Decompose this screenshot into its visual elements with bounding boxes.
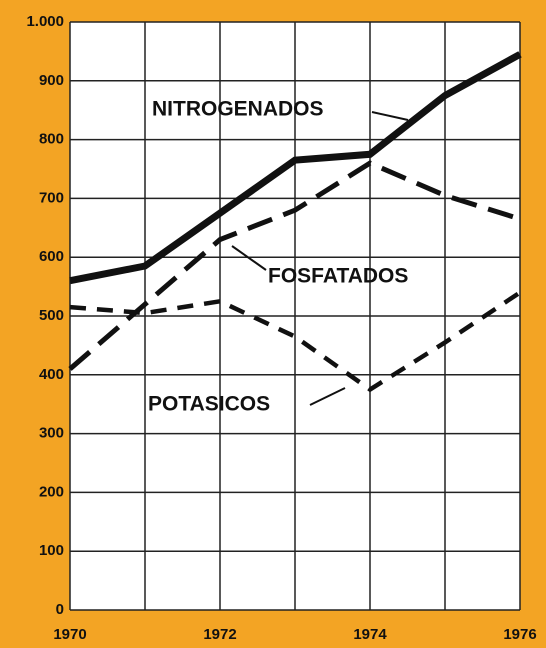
y-tick-label: 800: [39, 131, 64, 148]
y-tick-label: 400: [39, 366, 64, 383]
x-tick-label: 1974: [353, 626, 387, 643]
y-tick-label: 500: [39, 307, 64, 324]
x-tick-label: 1976: [503, 626, 536, 643]
y-tick-label: 1.000: [26, 13, 64, 30]
y-tick-label: 300: [39, 425, 64, 442]
y-tick-label: 600: [39, 248, 64, 265]
series-line: [69, 290, 522, 393]
series-label: FOSFATADOS: [268, 265, 408, 288]
series-label: POTASICOS: [148, 393, 270, 416]
y-tick-label: 0: [56, 601, 64, 618]
x-tick-label: 1972: [203, 626, 236, 643]
series-line: [69, 51, 522, 285]
series-line: [68, 160, 521, 371]
series-label: NITROGENADOS: [152, 98, 324, 121]
x-tick-label: 1970: [53, 626, 86, 643]
annotation-arrow: [371, 111, 409, 121]
y-tick-label: 700: [39, 189, 64, 206]
y-tick-label: 900: [39, 72, 64, 89]
annotation-arrow: [309, 387, 346, 406]
annotation-arrow: [231, 245, 267, 271]
y-tick-label: 100: [39, 542, 64, 559]
y-tick-label: 200: [39, 483, 64, 500]
